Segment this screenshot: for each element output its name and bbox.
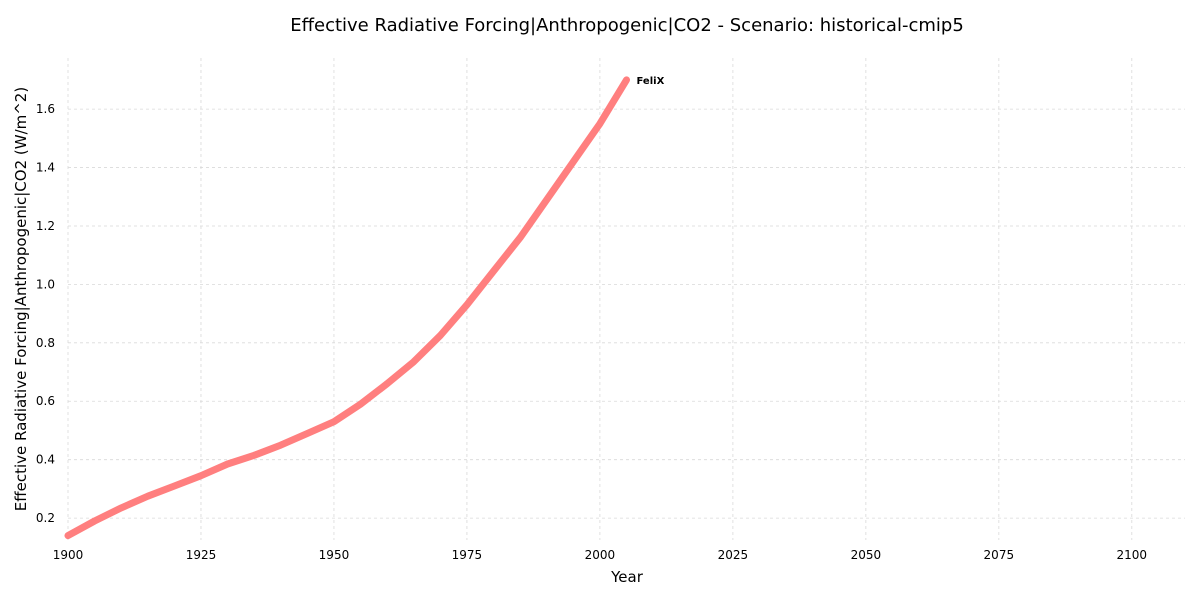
data-point: [147, 495, 149, 497]
y-tick-label: 0.4: [36, 453, 55, 467]
data-point: [626, 79, 627, 81]
y-tick-label: 0.8: [36, 336, 55, 350]
data-point: [386, 383, 388, 385]
series-label: FeliX: [637, 76, 665, 87]
data-point: [280, 444, 282, 446]
x-axis-label: Year: [610, 568, 644, 586]
data-point: [120, 507, 122, 509]
x-tick-label: 2100: [1117, 548, 1148, 562]
x-tick-label: 2025: [718, 548, 749, 562]
data-point: [253, 454, 255, 456]
data-point: [173, 485, 175, 487]
data-point: [200, 475, 202, 477]
y-tick-labels: 0.2 0.4 0.6 0.8 1.0 1.2 1.4 1.6: [36, 102, 55, 525]
data-point: [413, 361, 415, 363]
data-point: [599, 123, 601, 125]
x-tick-label: 2050: [851, 548, 882, 562]
y-tick-label: 0.2: [36, 511, 55, 525]
series-group: FeliX: [64, 76, 665, 540]
y-tick-label: 1.6: [36, 102, 55, 116]
x-tick-label: 2000: [585, 548, 616, 562]
y-tick-label: 0.6: [36, 394, 55, 408]
series-line-felix: [64, 76, 630, 540]
x-tick-label: 1950: [319, 548, 350, 562]
data-point: [306, 432, 308, 434]
data-point: [466, 304, 468, 306]
data-point: [227, 463, 229, 465]
data-point: [439, 335, 441, 337]
data-point: [519, 237, 521, 239]
y-tick-label: 1.2: [36, 219, 55, 233]
x-tick-label: 1925: [186, 548, 217, 562]
grid: [67, 58, 1185, 540]
x-tick-labels: 1900 1925 1950 1975 2000 2025 2050 2075 2100: [53, 548, 1147, 562]
x-tick-label: 2075: [984, 548, 1015, 562]
data-point: [67, 535, 69, 537]
data-point: [493, 270, 495, 272]
x-tick-label: 1900: [53, 548, 84, 562]
data-point: [546, 199, 548, 201]
data-point: [572, 161, 574, 163]
data-point: [360, 403, 362, 405]
y-tick-label: 1.4: [36, 161, 55, 175]
chart-title: Effective Radiative Forcing|Anthropogeni…: [290, 15, 964, 36]
x-tick-label: 1975: [452, 548, 483, 562]
data-point: [94, 520, 96, 522]
y-axis-label: Effective Radiative Forcing|Anthropogeni…: [12, 87, 30, 511]
data-point: [333, 421, 335, 423]
y-tick-label: 1.0: [36, 277, 55, 291]
